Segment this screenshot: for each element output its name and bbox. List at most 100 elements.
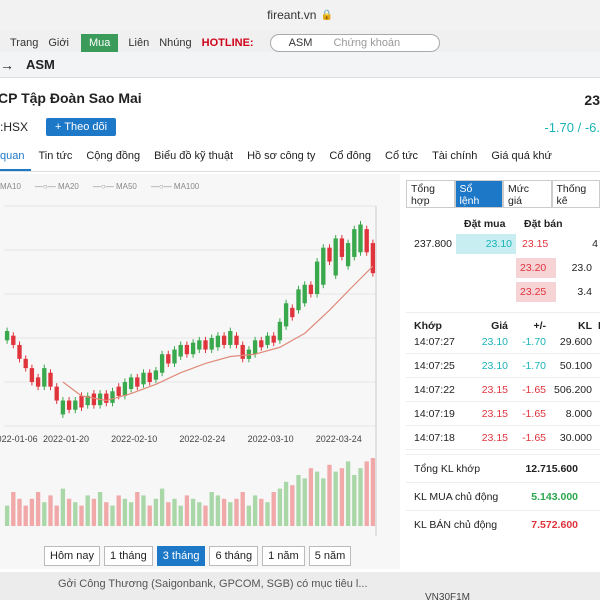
x-tick-label: 2022-02-24 bbox=[179, 434, 225, 444]
candle bbox=[221, 335, 227, 345]
tab-financials[interactable]: Tài chính bbox=[432, 150, 478, 162]
period-today[interactable]: Hôm nay bbox=[44, 546, 101, 566]
volume-bar bbox=[110, 505, 115, 526]
period-6m[interactable]: 6 tháng bbox=[209, 546, 259, 566]
side-tab-summary[interactable]: Tổng hợp bbox=[406, 180, 455, 208]
volume-bar bbox=[178, 505, 183, 526]
candle bbox=[35, 377, 41, 387]
candle bbox=[197, 340, 202, 350]
side-tabs: Tổng hợp Sổ lệnh Mức giá Thống kê bbox=[406, 180, 600, 208]
ma-line bbox=[62, 265, 374, 402]
side-tab-stats[interactable]: Thống kê bbox=[551, 180, 600, 208]
volume-bar bbox=[215, 495, 221, 526]
volume-bar bbox=[23, 505, 28, 526]
orderbook-row: 237.800 23.10 23.15 4 bbox=[406, 232, 600, 256]
nav-item-gioi[interactable]: Giới bbox=[48, 37, 69, 49]
tab-technical-chart[interactable]: Biểu đồ kỹ thuật bbox=[154, 150, 234, 162]
legend-ma10[interactable]: MA10 bbox=[0, 182, 21, 191]
head-buy: Đặt mua bbox=[464, 218, 506, 230]
tab-shareholders[interactable]: Cổ đông bbox=[329, 150, 372, 162]
volume-bar bbox=[265, 502, 270, 526]
lock-icon: 🔒 bbox=[320, 9, 333, 21]
nav-item-mua[interactable]: Mua bbox=[81, 34, 119, 52]
candle bbox=[110, 391, 115, 403]
volume-bar bbox=[364, 461, 369, 526]
search-placeholder: Chứng khoán bbox=[333, 37, 401, 49]
volume-bar bbox=[166, 502, 171, 526]
period-5y[interactable]: 5 năm bbox=[308, 546, 352, 566]
candle bbox=[135, 377, 140, 387]
period-1m[interactable]: 1 tháng bbox=[104, 546, 153, 566]
tab-dividends[interactable]: Cổ tức bbox=[385, 150, 419, 162]
volume-bar bbox=[66, 498, 72, 526]
period-selector: Hôm nay 1 tháng 3 tháng 6 tháng 1 năm 5 … bbox=[44, 546, 352, 566]
volume-bar bbox=[370, 458, 376, 526]
volume-bar bbox=[197, 502, 202, 526]
url-bar[interactable]: fireant.vn 🔒 bbox=[0, 0, 600, 30]
tab-news[interactable]: Tin tức bbox=[38, 150, 73, 162]
volume-bar bbox=[42, 502, 47, 526]
x-tick-label: 2022-01-20 bbox=[43, 434, 89, 444]
tab-history[interactable]: Giá quá khứ bbox=[491, 150, 552, 162]
chart-area: MA10 —○— MA20 —○— MA50 —○— MA100 2022-01… bbox=[0, 174, 400, 569]
candle bbox=[209, 338, 214, 350]
candle bbox=[128, 377, 134, 389]
tab-community[interactable]: Cộng đồng bbox=[86, 150, 141, 162]
volume-bar bbox=[11, 492, 16, 526]
price-chart[interactable]: 2022-01-06 2022-01-20 2022-02-10 2022-02-24… bbox=[0, 196, 390, 536]
candle bbox=[296, 289, 301, 311]
candle bbox=[190, 342, 196, 355]
candle bbox=[141, 372, 146, 385]
modal-header: → ASM bbox=[0, 52, 600, 78]
candle bbox=[234, 335, 239, 345]
site-nav: Trang Giới Mua Liên Nhúng HOTLINE: ASM C… bbox=[0, 30, 600, 56]
tab-overview[interactable]: quan bbox=[0, 146, 32, 171]
nav-item-lien[interactable]: Liên bbox=[128, 37, 150, 49]
volume-bar bbox=[172, 498, 177, 526]
ma-legend: MA10 —○— MA20 —○— MA50 —○— MA100 bbox=[0, 182, 199, 191]
volume-bar bbox=[4, 505, 10, 526]
hotline: HOTLINE: bbox=[201, 37, 254, 49]
candle bbox=[73, 400, 78, 410]
side-tab-price-levels[interactable]: Mức giá bbox=[503, 180, 552, 208]
volume-bar bbox=[91, 498, 97, 526]
search-input[interactable]: ASM Chứng khoán bbox=[269, 34, 440, 52]
bottom-news[interactable]: Gởi Công Thương (Saigonbank, GPCOM, SGB)… bbox=[0, 572, 600, 600]
volume-bar bbox=[228, 502, 233, 526]
period-3m[interactable]: 3 tháng bbox=[156, 546, 206, 566]
candle bbox=[48, 372, 53, 387]
news-headline[interactable]: Gởi Công Thương (Saigonbank, GPCOM, SGB)… bbox=[58, 578, 368, 590]
volume-bar bbox=[259, 498, 264, 526]
candle bbox=[290, 307, 295, 318]
back-arrow-icon[interactable]: → bbox=[0, 56, 14, 73]
volume-bar bbox=[308, 468, 314, 526]
follow-button[interactable]: + Theo dõi bbox=[46, 118, 117, 136]
tab-company-profile[interactable]: Hồ sơ công ty bbox=[247, 150, 316, 162]
nav-item-nhung[interactable]: Nhúng bbox=[159, 37, 192, 49]
x-tick-label: 2022-02-10 bbox=[111, 434, 157, 444]
candle bbox=[345, 243, 351, 267]
candle bbox=[85, 395, 90, 406]
vn30f1m-label[interactable]: VN30F1M bbox=[424, 592, 470, 600]
follow-label: Theo dõi bbox=[64, 121, 108, 133]
volume-bar bbox=[277, 488, 283, 526]
volume-bar bbox=[29, 498, 35, 526]
volume-bar bbox=[85, 495, 90, 526]
period-1y[interactable]: 1 năm bbox=[262, 546, 305, 566]
volume-bar bbox=[314, 471, 320, 526]
candle bbox=[60, 400, 66, 415]
candle bbox=[352, 229, 357, 257]
candle bbox=[4, 331, 10, 341]
volume-bar bbox=[159, 488, 165, 526]
candle bbox=[265, 335, 270, 345]
nav-item-trang[interactable]: Trang bbox=[10, 37, 39, 49]
side-tab-orderbook[interactable]: Sổ lệnh bbox=[454, 180, 503, 208]
exchange: :HSX bbox=[0, 120, 29, 134]
legend-ma100[interactable]: —○— MA100 bbox=[150, 182, 200, 191]
volume-bar bbox=[128, 502, 134, 526]
candle bbox=[29, 368, 35, 382]
candle bbox=[147, 372, 152, 382]
volume-bar bbox=[327, 464, 332, 526]
legend-ma50[interactable]: —○— MA50 bbox=[92, 182, 137, 191]
legend-ma20[interactable]: —○— MA20 bbox=[34, 182, 79, 191]
